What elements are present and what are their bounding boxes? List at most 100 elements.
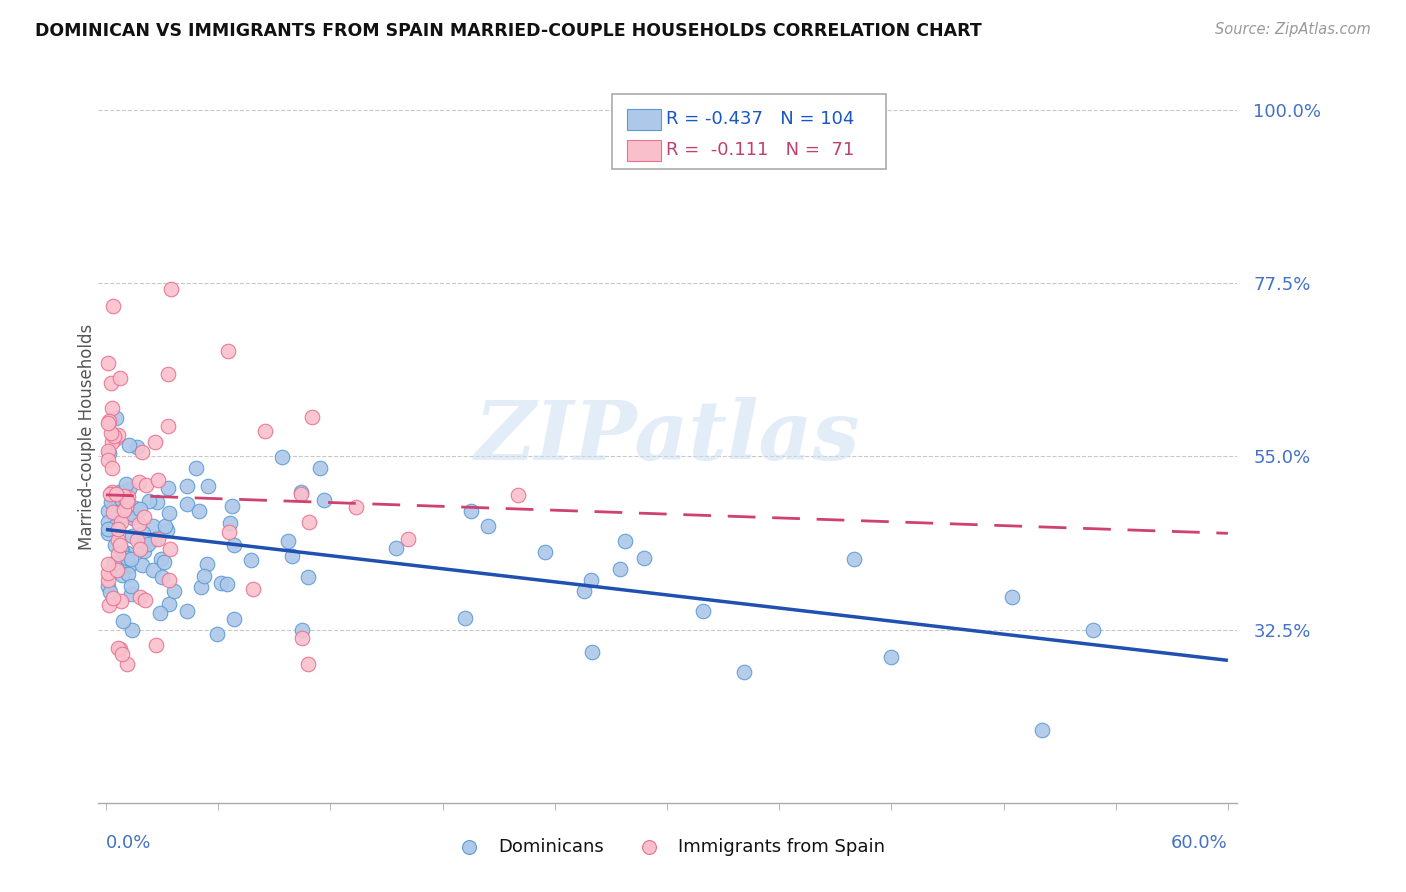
Point <box>107 640 129 655</box>
Point <box>101 460 124 475</box>
Point <box>117 437 139 451</box>
Text: ZIPatlas: ZIPatlas <box>475 397 860 477</box>
Point <box>120 552 142 566</box>
Point <box>114 497 136 511</box>
Point <box>197 478 219 492</box>
Point <box>121 510 143 524</box>
Point <box>105 563 128 577</box>
Point <box>217 343 239 358</box>
Point <box>97 417 120 431</box>
Point <box>100 494 122 508</box>
Point <box>146 532 169 546</box>
Point <box>117 567 139 582</box>
Point <box>880 650 903 665</box>
Point <box>572 584 595 599</box>
Point <box>117 494 139 508</box>
Point <box>111 567 134 582</box>
Point <box>205 627 228 641</box>
Point <box>613 534 636 549</box>
Point <box>312 492 335 507</box>
Point <box>97 414 120 428</box>
Point <box>127 533 149 548</box>
Point <box>157 367 180 381</box>
Point <box>184 461 207 475</box>
Point <box>97 566 120 580</box>
Point <box>150 570 173 584</box>
Point <box>155 518 177 533</box>
Point <box>1031 723 1053 738</box>
Point <box>579 573 602 587</box>
Point <box>224 612 246 626</box>
Point <box>156 523 179 537</box>
Point <box>115 657 138 672</box>
Point <box>110 642 132 657</box>
Point <box>104 432 127 446</box>
Point <box>146 473 169 487</box>
Point <box>97 599 120 613</box>
Point <box>290 484 312 499</box>
Point <box>115 550 138 565</box>
Point <box>110 510 132 524</box>
Point <box>98 487 121 501</box>
Point <box>97 453 120 467</box>
Point <box>195 557 218 571</box>
Point <box>107 427 129 442</box>
Point <box>271 450 294 464</box>
Point <box>117 490 139 504</box>
Point <box>128 517 150 532</box>
Point <box>159 542 181 557</box>
Point <box>146 495 169 509</box>
Point <box>121 529 143 543</box>
Point <box>110 542 132 557</box>
Point <box>508 488 530 502</box>
Point <box>277 533 299 548</box>
Point <box>157 574 180 588</box>
Point <box>157 597 180 611</box>
Point <box>128 475 150 489</box>
Point <box>101 435 124 450</box>
Point <box>733 665 755 679</box>
Point <box>149 552 172 566</box>
Text: DOMINICAN VS IMMIGRANTS FROM SPAIN MARRIED-COUPLE HOUSEHOLDS CORRELATION CHART: DOMINICAN VS IMMIGRANTS FROM SPAIN MARRI… <box>35 22 981 40</box>
Point <box>112 614 135 628</box>
Point <box>142 564 165 578</box>
Point <box>97 446 120 460</box>
Point <box>97 579 120 593</box>
Point <box>110 544 132 558</box>
Point <box>218 525 240 540</box>
Point <box>110 492 132 507</box>
Point <box>115 476 138 491</box>
Point <box>107 533 129 547</box>
Point <box>145 638 167 652</box>
Point <box>115 546 138 560</box>
Point <box>111 647 134 661</box>
Point <box>105 410 128 425</box>
Point <box>121 623 143 637</box>
Point <box>124 501 146 516</box>
Point <box>534 545 557 559</box>
Point <box>118 558 141 573</box>
Point <box>301 410 323 425</box>
Point <box>97 444 120 458</box>
Point <box>219 516 242 530</box>
Point <box>125 440 148 454</box>
Text: 0.0%: 0.0% <box>105 834 152 852</box>
Point <box>97 557 120 571</box>
Point <box>110 516 132 530</box>
Point <box>100 585 122 599</box>
Point <box>134 544 156 558</box>
Point <box>101 591 124 605</box>
Point <box>291 623 314 637</box>
Point <box>97 504 120 518</box>
Point <box>454 611 477 625</box>
Point <box>97 515 120 529</box>
Point <box>101 505 124 519</box>
Point <box>115 553 138 567</box>
Point <box>188 504 211 518</box>
Point <box>121 507 143 521</box>
Point <box>309 461 332 475</box>
Text: 60.0%: 60.0% <box>1171 834 1227 852</box>
Point <box>114 500 136 515</box>
Point <box>156 481 179 495</box>
Point <box>460 503 482 517</box>
